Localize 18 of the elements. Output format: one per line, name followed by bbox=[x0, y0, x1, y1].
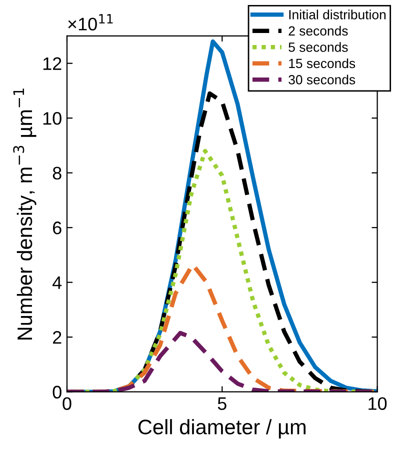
x-tick-label: 5 bbox=[218, 397, 226, 410]
y-tick-label: 12 bbox=[43, 57, 62, 70]
y-axis-title: Number density, m$^{−3}$ µm$^{−1}$ bbox=[13, 88, 36, 340]
y-tick-label: 10 bbox=[43, 112, 62, 125]
x-axis-title: Cell diameter / µm bbox=[138, 419, 306, 439]
legend-label: 5 seconds bbox=[288, 42, 348, 52]
y-tick-label: 0 bbox=[52, 386, 62, 399]
y-tick-label: 2 bbox=[53, 331, 62, 344]
legend-label: 2 seconds bbox=[288, 26, 348, 36]
x-tick-label: 10 bbox=[368, 397, 387, 410]
y-tick-label: 6 bbox=[53, 222, 62, 234]
y-tick-label: 4 bbox=[52, 276, 62, 289]
text: ×10$^{11}$ bbox=[68, 14, 113, 30]
legend-label: 30 seconds bbox=[288, 74, 356, 84]
x-tick-label: 0 bbox=[62, 397, 72, 410]
y-tick-label: 8 bbox=[52, 166, 62, 180]
legend-label: 15 seconds bbox=[289, 58, 356, 68]
legend-label: Initial distribution bbox=[289, 10, 386, 20]
